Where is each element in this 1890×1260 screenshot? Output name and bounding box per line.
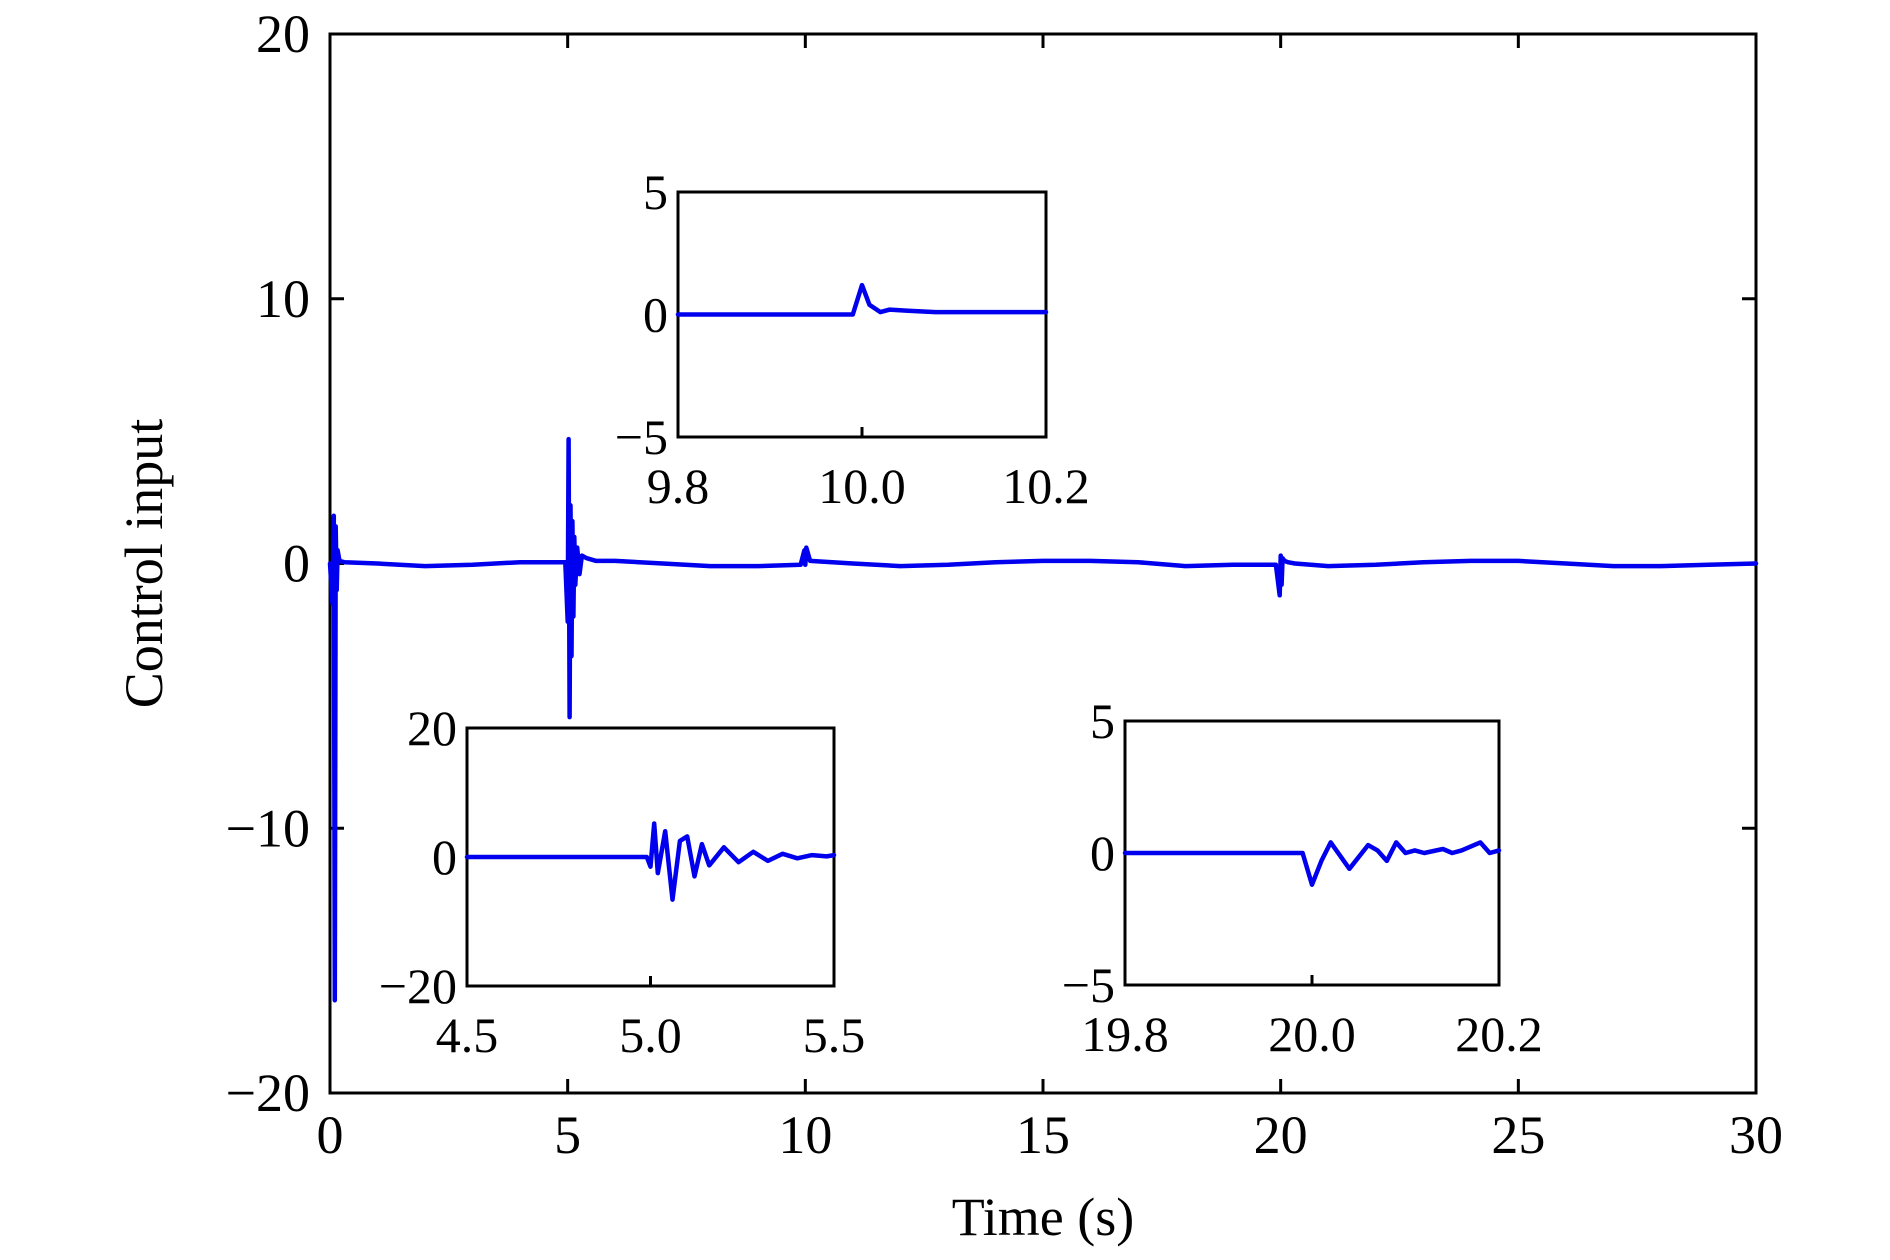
inset-y-tick-label: −5: [1062, 957, 1115, 1013]
x-axis-title: Time (s): [952, 1187, 1135, 1247]
main-series-line: [327, 436, 1759, 1003]
x-tick-label: 25: [1491, 1105, 1545, 1165]
inset-plot-2: 4.5 5.0 5.5 −20 0 20: [379, 700, 865, 1063]
y-tick-label: −10: [226, 798, 310, 858]
x-tick-label: 10: [778, 1105, 832, 1165]
y-tick-label: 0: [283, 534, 310, 594]
main-y-tick-labels: −20 −10 0 10 20: [226, 4, 310, 1123]
x-tick-label: 0: [317, 1105, 344, 1165]
y-axis-title: Control input: [114, 419, 174, 709]
inset-x-tick-label: 10.2: [1002, 458, 1090, 514]
inset-plot-3: 19.8 20.0 20.2 −5 0 5: [1062, 693, 1543, 1062]
inset-y-tick-label: 0: [643, 287, 668, 343]
inset-series-line: [464, 821, 837, 902]
inset-y-tick-label: 0: [432, 829, 457, 885]
x-tick-label: 15: [1016, 1105, 1070, 1165]
main-x-tick-labels: 0 5 10 15 20 25 30: [317, 1105, 1784, 1165]
x-tick-label: 5: [554, 1105, 581, 1165]
inset-x-tick-label: 20.2: [1455, 1006, 1543, 1062]
inset-x-tick-label: 4.5: [436, 1007, 499, 1063]
y-tick-label: 20: [256, 4, 310, 64]
inset-x-tick-label: 5.0: [619, 1007, 682, 1063]
y-tick-label: −20: [226, 1063, 310, 1123]
inset-y-tick-label: 5: [643, 164, 668, 220]
inset-plot-1: 9.8 10.0 10.2 −5 0 5: [615, 164, 1090, 514]
inset-x-tick-label: 10.0: [818, 458, 906, 514]
inset-x-tick-label: 20.0: [1268, 1006, 1356, 1062]
main-ticks: [328, 32, 1758, 1095]
x-tick-label: 30: [1729, 1105, 1783, 1165]
inset-x-tick-label: 19.8: [1081, 1006, 1169, 1062]
inset-y-tick-label: 5: [1090, 693, 1115, 749]
inset-series-line: [1122, 840, 1502, 887]
inset-y-tick-label: −5: [615, 409, 668, 465]
inset-plots: 9.8 10.0 10.2 −5 0 5 4.5 5.0 5.5 −20 0 20 19.8 20.0 20…: [379, 164, 1543, 1063]
inset-y-tick-label: −20: [379, 958, 457, 1014]
inset-series-line: [675, 282, 1049, 317]
inset-x-tick-label: 5.5: [803, 1007, 866, 1063]
inset-x-tick-label: 9.8: [647, 458, 710, 514]
x-tick-label: 20: [1254, 1105, 1308, 1165]
y-tick-label: 10: [256, 269, 310, 329]
inset-y-tick-label: 0: [1090, 825, 1115, 881]
inset-y-tick-label: 20: [407, 700, 457, 756]
